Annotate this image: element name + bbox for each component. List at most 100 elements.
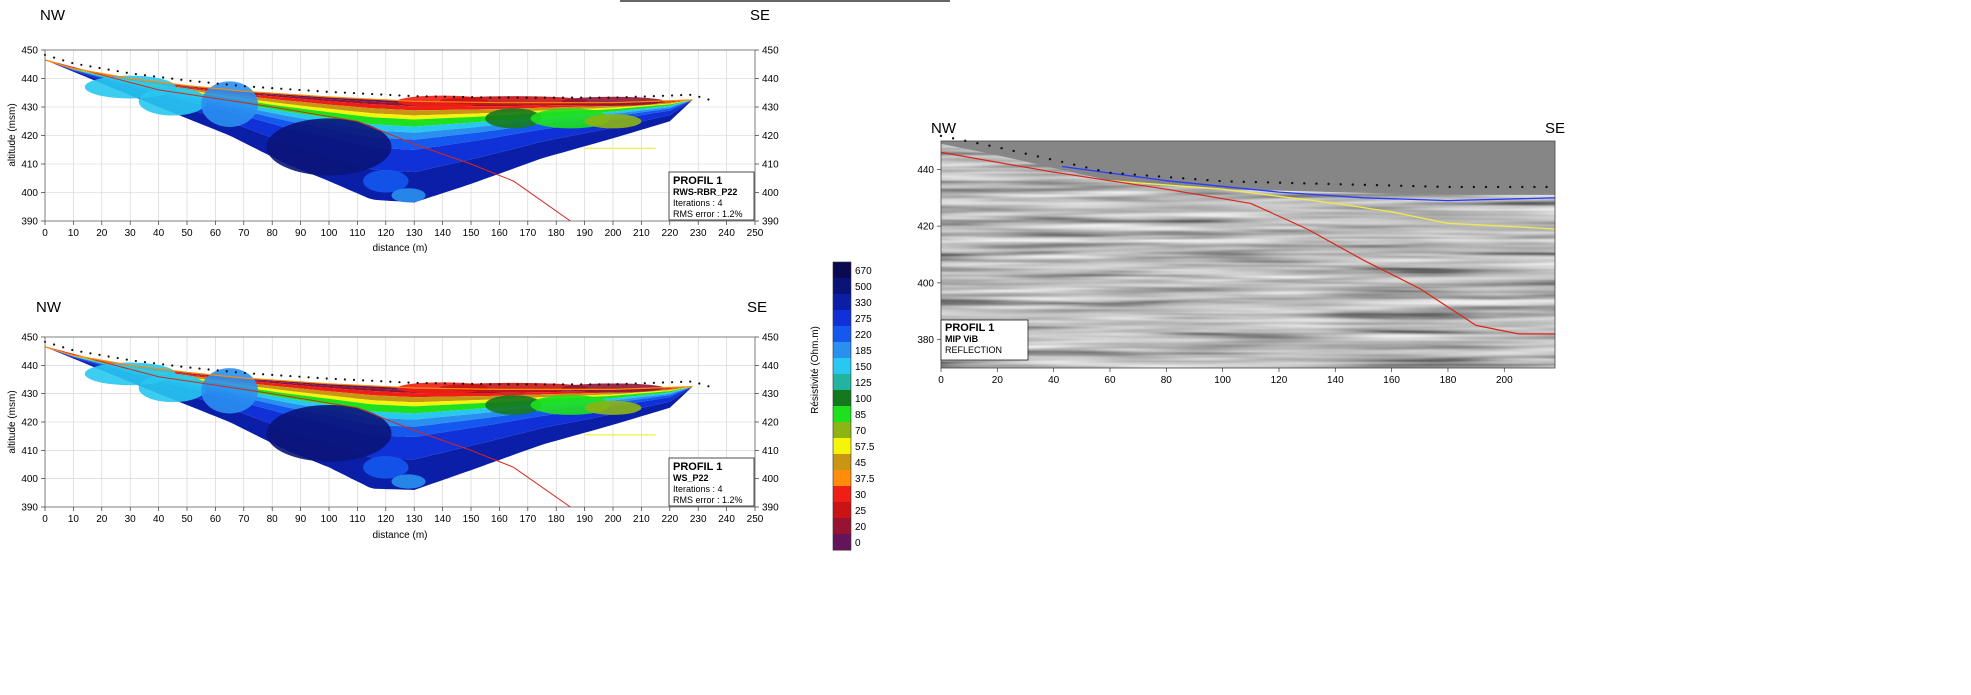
electrode-dot bbox=[416, 95, 419, 98]
electrode-dot bbox=[243, 371, 247, 375]
resistivity-anomaly bbox=[363, 456, 409, 479]
x-tick-label: 160 bbox=[491, 514, 508, 525]
x-tick-label: 240 bbox=[718, 228, 735, 239]
resistivity-anomaly bbox=[485, 108, 542, 129]
colorbar-label: 185 bbox=[855, 346, 872, 357]
electrode-dot bbox=[598, 383, 601, 386]
resistivity-layer bbox=[45, 346, 693, 437]
colorbar-swatch bbox=[833, 326, 851, 343]
x-tick-label: 120 bbox=[377, 514, 394, 525]
electrode-dot bbox=[143, 74, 147, 77]
electrode-dot bbox=[461, 382, 465, 385]
colorbar-label: 275 bbox=[855, 314, 872, 325]
electrode-dot bbox=[580, 383, 583, 386]
electrode-dot bbox=[89, 352, 92, 355]
nw-label: NW bbox=[40, 7, 66, 24]
electrode-dot bbox=[471, 382, 474, 385]
seismic-panel: NW SE 0 20 40 60 80 100 120 140 160 180 200 380 400 4… bbox=[917, 120, 1565, 386]
legend-title: PROFIL 1 bbox=[673, 461, 722, 473]
colorbar-label: 45 bbox=[855, 458, 867, 469]
x-tick-label: 100 bbox=[1214, 375, 1231, 386]
electrode-dot bbox=[561, 96, 565, 99]
x-tick-label: 140 bbox=[434, 514, 451, 525]
electrode-dot bbox=[707, 385, 710, 388]
x-tick-label: 210 bbox=[633, 514, 650, 525]
electrode-dot bbox=[80, 63, 83, 66]
receiver-dot bbox=[1085, 166, 1088, 169]
x-tick-label: 230 bbox=[690, 514, 707, 525]
resistivity-anomaly bbox=[201, 368, 258, 414]
electrode-dot bbox=[443, 382, 446, 385]
y-tick-label-right: 400 bbox=[762, 188, 779, 199]
y-tick-label: 420 bbox=[917, 222, 934, 233]
electrode-dot bbox=[680, 380, 683, 383]
colorbar-label: 500 bbox=[855, 282, 872, 293]
red-interface-line bbox=[45, 59, 571, 221]
electrode-dot bbox=[689, 93, 692, 96]
electrode-dot bbox=[371, 379, 374, 382]
receiver-dot bbox=[1472, 185, 1476, 189]
receiver-dot bbox=[951, 137, 955, 140]
receiver-dot bbox=[1242, 180, 1245, 184]
receiver-dot bbox=[1545, 185, 1548, 189]
y-tick-label-right: 420 bbox=[762, 418, 779, 429]
electrode-dot bbox=[389, 380, 392, 383]
receiver-dot bbox=[1448, 185, 1451, 189]
electrode-dot bbox=[670, 94, 674, 97]
electrode-dot bbox=[171, 364, 174, 367]
resistivity-panel-2: NW SE 0 10 20 30 40 50 60 70 80 90 100 110 120 130 140… bbox=[7, 299, 779, 541]
legend-iterations: Iterations : 4 bbox=[673, 198, 723, 208]
y-tick-label-right: 400 bbox=[762, 474, 779, 485]
electrode-dot bbox=[661, 94, 665, 97]
electrode-dot bbox=[307, 376, 310, 379]
electrode-dot bbox=[461, 95, 465, 99]
electrode-dot bbox=[543, 96, 546, 99]
electrode-dot bbox=[516, 96, 519, 99]
y-tick-label-right: 430 bbox=[762, 389, 779, 400]
electrode-dot bbox=[707, 98, 710, 101]
colorbar-swatch bbox=[833, 406, 851, 423]
electrode-dot bbox=[216, 82, 219, 85]
electrode-dot bbox=[625, 96, 628, 99]
y-tick-label-right: 450 bbox=[762, 46, 779, 57]
y-tick-label: 400 bbox=[917, 278, 934, 289]
surface-line bbox=[45, 346, 693, 390]
x-tick-label: 190 bbox=[576, 514, 593, 525]
electrode-dot bbox=[271, 86, 274, 90]
electrode-dot bbox=[498, 383, 501, 386]
x-tick-label: 0 bbox=[42, 514, 48, 525]
colorbar-swatch bbox=[833, 454, 851, 471]
x-tick-label: 150 bbox=[463, 228, 480, 239]
y-axis-title: altitude (msm) bbox=[7, 390, 18, 453]
electrode-dot bbox=[280, 87, 283, 90]
receiver-dot bbox=[988, 144, 991, 147]
electrode-dot bbox=[225, 370, 228, 373]
x-tick-label: 220 bbox=[661, 228, 678, 239]
receiver-dot bbox=[1097, 168, 1100, 172]
profile-legend: PROFIL 1 RWS-RBR_P22 Iterations : 4 RMS … bbox=[668, 171, 755, 221]
electrode-dot bbox=[698, 95, 701, 98]
x-tick-label: 30 bbox=[125, 514, 137, 525]
surface-line bbox=[45, 59, 693, 104]
electrode-dot bbox=[107, 355, 110, 358]
colorbar-label: 150 bbox=[855, 362, 872, 373]
receiver-dot bbox=[1206, 178, 1209, 182]
electrode-dot bbox=[343, 91, 347, 94]
resistivity-anomaly bbox=[561, 383, 665, 393]
electrode-dot bbox=[607, 96, 610, 99]
y-tick-label: 440 bbox=[917, 165, 934, 176]
receiver-dot bbox=[1194, 178, 1197, 181]
colorbar-frame bbox=[832, 261, 852, 551]
resistivity-anomaly bbox=[138, 87, 207, 116]
electrode-dot bbox=[180, 365, 183, 368]
electrode-dot bbox=[498, 96, 501, 99]
x-tick-label: 170 bbox=[519, 514, 536, 525]
receiver-dot bbox=[1109, 171, 1112, 175]
electrode-dot bbox=[216, 369, 219, 372]
x-tick-label: 190 bbox=[576, 228, 593, 239]
electrode-dot bbox=[162, 76, 165, 79]
colorbar-label: 70 bbox=[855, 426, 867, 437]
resistivity-anomaly bbox=[266, 405, 392, 462]
receiver-dot bbox=[1060, 160, 1064, 164]
